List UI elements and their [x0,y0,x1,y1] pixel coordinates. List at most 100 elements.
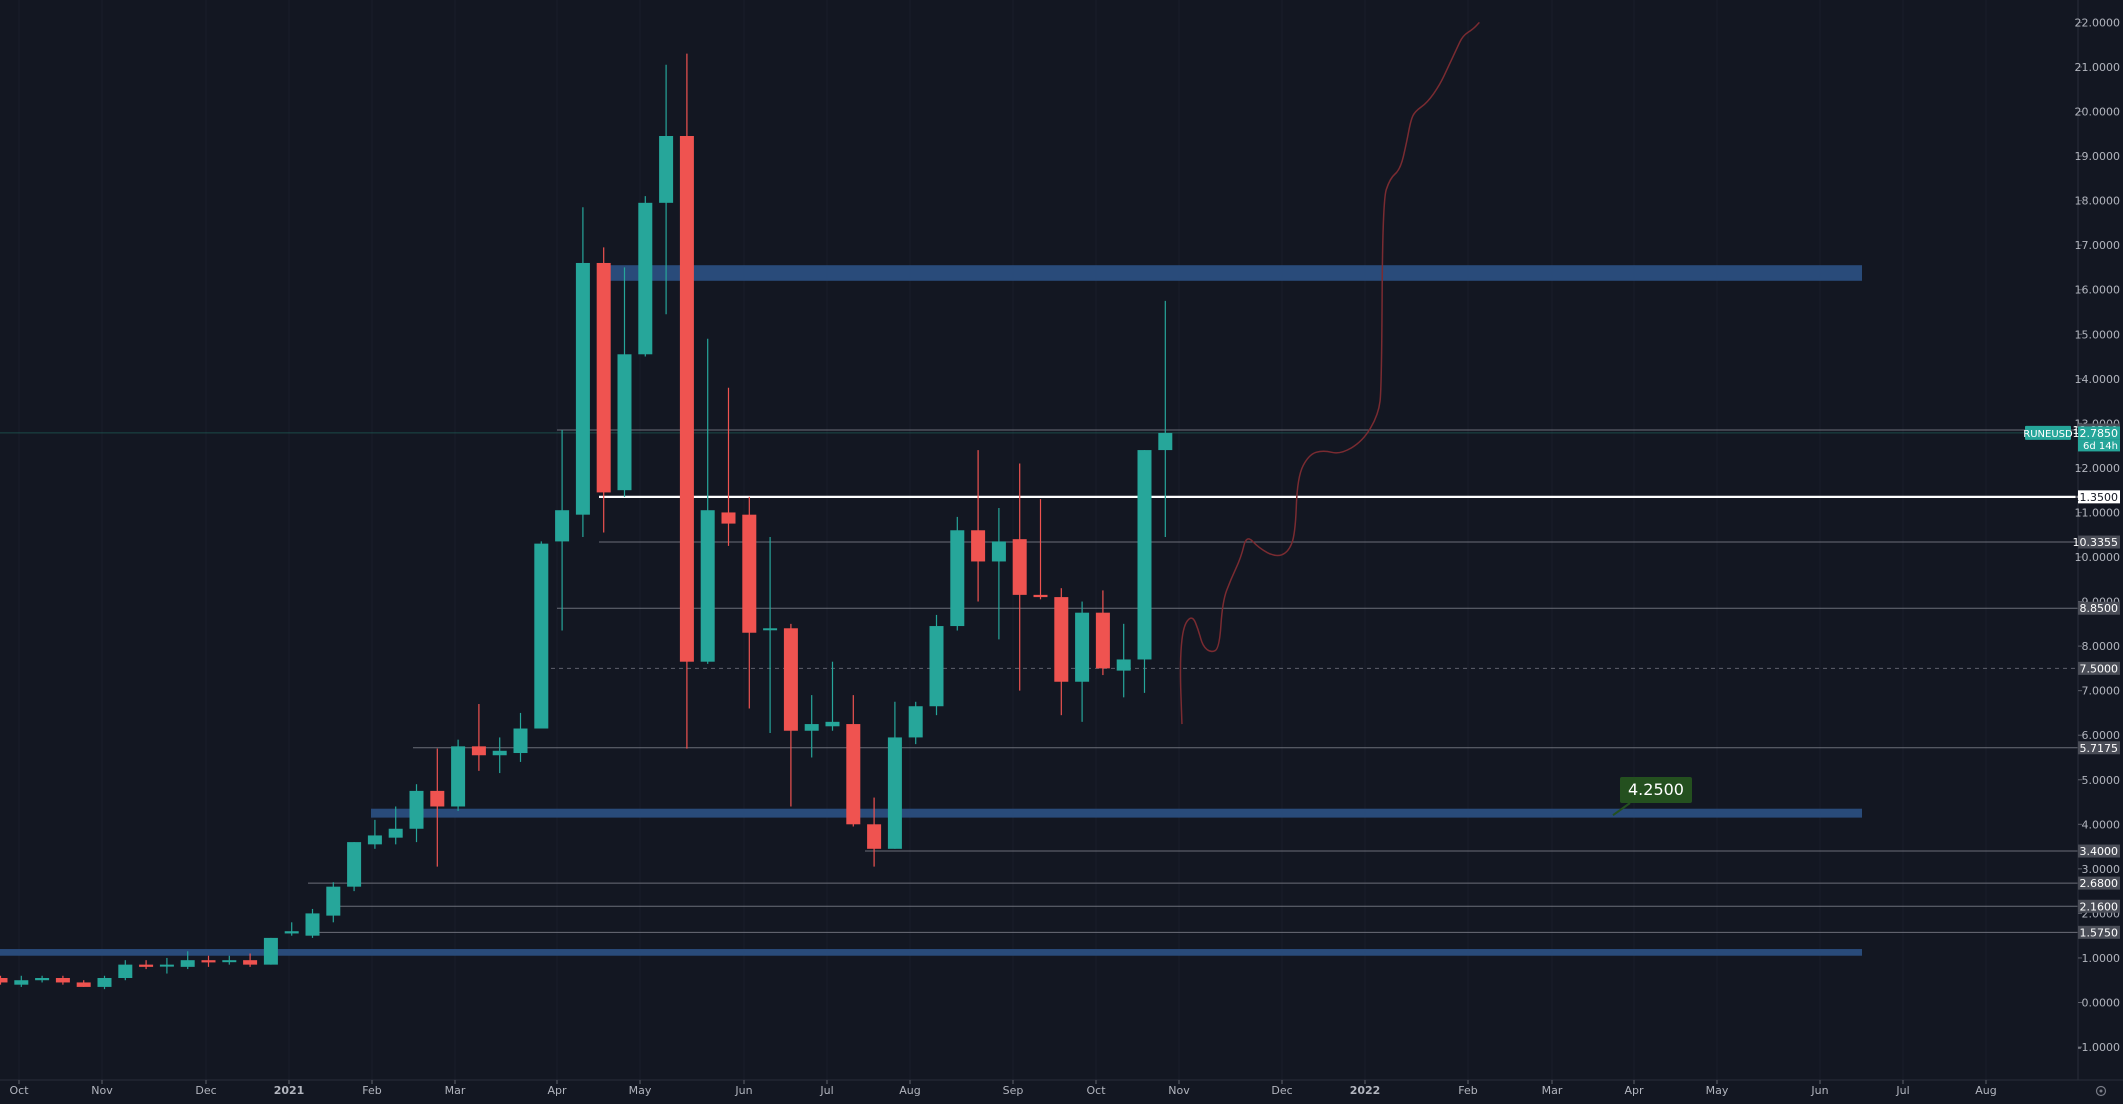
support-resistance-zone [371,809,1862,818]
symbol-tag: RUNEUSD [2023,429,2073,440]
time-axis-tick-label: Nov [91,1084,113,1097]
time-axis-tick-label: Apr [547,1084,567,1097]
level-price-badge-text: 8.8500 [2080,602,2119,615]
candle-body [742,515,756,633]
level-price-badge: 8.8500 [2078,602,2120,616]
candle-body [326,887,340,916]
time-axis-tick-label: May [629,1084,652,1097]
candle-body [160,965,174,967]
candle-body [264,938,278,965]
candle-body [1096,613,1110,669]
level-price-badge-text: 2.1600 [2080,900,2119,913]
time-axis-tick-label: Feb [1458,1084,1477,1097]
candle [347,842,361,891]
candle-body [285,931,299,933]
time-axis-tick-label: Nov [1168,1084,1190,1097]
price-axis-tick-label: 12.0000 [2075,462,2121,475]
level-price-badge: 2.6800 [2078,877,2120,891]
candle-body [597,263,611,492]
level-price-badge: 11.3500 [2073,490,2121,504]
price-axis-tick-label: 1.0000 [2082,952,2121,965]
price-axis-tick-label: 7.0000 [2082,685,2121,698]
candle-body [1054,597,1068,682]
price-axis-tick-label: 20.0000 [2075,106,2121,119]
level-price-badge: 1.5750 [2078,926,2120,940]
candle-body [243,960,257,964]
level-price-badge-text: 7.5000 [2080,662,2119,675]
candle-body [763,628,777,630]
price-axis-tick-label: 14.0000 [2075,373,2121,386]
price-axis-tick-label: 3.0000 [2082,863,2121,876]
price-axis-tick-label: 4.0000 [2082,818,2121,831]
candle [534,541,548,728]
price-axis-tick-label: 11.0000 [2075,506,2121,519]
time-axis-tick-label: Oct [9,1084,29,1097]
candle-body [971,530,985,561]
support-resistance-zone [0,949,1862,956]
candle-body [1034,595,1048,597]
candle [1138,450,1152,693]
price-axis-tick-label: 16.0000 [2075,284,2121,297]
candle-body [118,965,132,978]
time-axis-tick-label: Jun [1810,1084,1828,1097]
time-axis-tick-label: 2021 [274,1084,305,1097]
candle-body [784,628,798,730]
candle-body [514,729,528,754]
annotation-label: 4.2500 [1628,780,1684,799]
level-price-badge-text: 3.4000 [2080,845,2119,858]
candle-body [77,982,91,986]
candle-body [950,530,964,626]
candle-body [888,737,902,848]
candle-body [576,263,590,515]
time-axis-tick-label: Oct [1086,1084,1106,1097]
candle-body [1075,613,1089,682]
candle-body [35,978,49,980]
candle [930,615,944,715]
candle-body [805,724,819,731]
candle-body [909,706,923,737]
level-price-badge-text: 1.5750 [2080,926,2119,939]
level-price-badge-text: 10.3355 [2073,536,2119,549]
candle [680,54,694,749]
current-price-badge-text: 12.7850 [2073,427,2119,440]
support-resistance-zone [605,265,1862,281]
level-price-badge-text: 5.7175 [2080,742,2119,755]
price-axis-tick-label: 6.0000 [2082,729,2121,742]
candle-body [389,829,403,838]
price-axis-tick-label: 19.0000 [2075,150,2121,163]
price-axis-tick-label: 10.0000 [2075,551,2121,564]
price-axis-tick-label: 22.0000 [2075,16,2121,29]
price-axis-tick-label: 15.0000 [2075,328,2121,341]
price-axis-tick-label: 17.0000 [2075,239,2121,252]
time-axis-tick-label: May [1706,1084,1729,1097]
candle-body [659,136,673,203]
candle-body [867,824,881,849]
candle-body [826,722,840,726]
price-axis-tick-label: 5.0000 [2082,774,2121,787]
candle-body [139,965,153,967]
time-axis-tick-label: Jun [734,1084,752,1097]
time-axis-tick-label: Dec [1271,1084,1292,1097]
candle-body [1013,539,1027,595]
time-axis-tick-label: 2022 [1350,1084,1381,1097]
price-axis-tick-label: -1.0000 [2078,1041,2120,1054]
time-axis-background [0,1080,2123,1100]
candle-body [410,791,424,829]
candle-body [638,203,652,354]
candle-body [722,512,736,523]
candle-body [1138,450,1152,659]
candle-body [306,913,320,935]
level-price-badge: 3.4000 [2078,845,2120,859]
level-price-badge: 10.3355 [2073,536,2121,550]
candle-body [472,746,486,755]
time-axis-tick-label: Aug [1975,1084,1996,1097]
candle-body [555,510,569,541]
time-axis-tick-label: Mar [445,1084,466,1097]
candle-body [56,978,70,982]
price-axis-tick-label: 8.0000 [2082,640,2121,653]
candle [451,740,465,811]
time-axis-tick-label: Mar [1542,1084,1563,1097]
candle [950,517,964,631]
